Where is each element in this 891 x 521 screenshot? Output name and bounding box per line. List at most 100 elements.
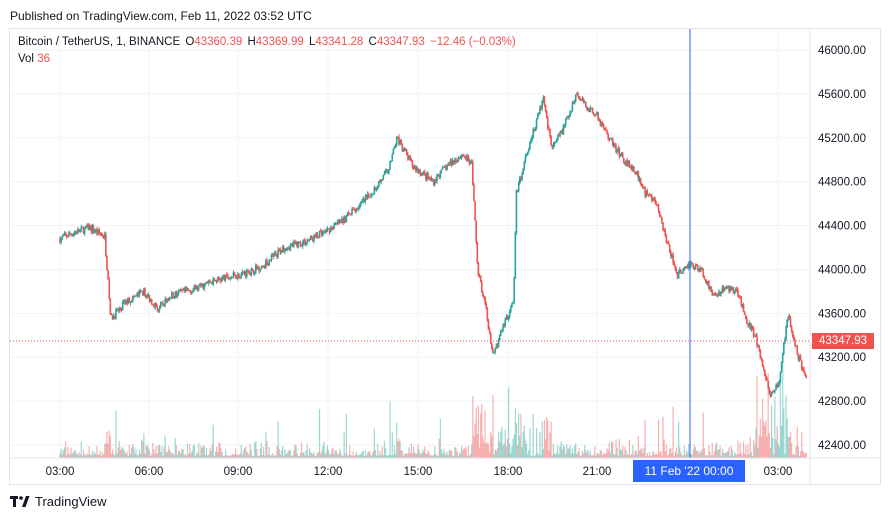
candle-body	[395, 136, 398, 146]
volume-bar	[621, 450, 623, 458]
candle-body	[299, 242, 302, 246]
candle-body	[610, 138, 613, 140]
candle-body	[149, 299, 152, 301]
candle-body	[400, 139, 403, 145]
volume-bar	[194, 455, 196, 458]
volume-bar	[675, 447, 678, 458]
volume-bar	[274, 454, 276, 458]
volume-bar	[418, 449, 420, 458]
candle-body	[691, 263, 693, 265]
price-tick-label: 46000.00	[818, 45, 866, 57]
candle-body	[199, 283, 201, 286]
candle-body	[222, 276, 225, 278]
candle-body	[110, 314, 113, 316]
volume-bar	[371, 454, 373, 458]
volume-bars	[59, 352, 807, 458]
candle-body	[252, 270, 255, 274]
volume-bar	[496, 447, 499, 458]
volume-bar	[594, 446, 596, 458]
candle-body	[563, 125, 566, 127]
candle-body	[774, 390, 776, 392]
candle-body	[453, 160, 455, 163]
candle-body	[559, 132, 561, 136]
volume-bar	[145, 445, 147, 458]
volume-bar	[348, 454, 350, 458]
volume-bar	[478, 447, 481, 458]
volume-bar	[745, 445, 747, 458]
candle-body	[308, 239, 311, 241]
volume-bar	[120, 446, 123, 458]
volume-bar	[500, 431, 502, 458]
volume-bar	[753, 439, 755, 458]
volume-bar	[400, 449, 402, 458]
volume-bar	[703, 448, 705, 458]
volume-bar	[655, 453, 657, 458]
volume-bar	[450, 450, 453, 458]
candle-body	[775, 384, 777, 391]
candle-body	[444, 166, 446, 168]
volume-bar	[341, 455, 343, 458]
symbol-label[interactable]: Bitcoin / TetherUS, 1, BINANCE	[18, 36, 181, 48]
candle-body	[195, 285, 198, 290]
candle-body	[740, 297, 743, 307]
candle-body	[804, 372, 806, 376]
volume-bar	[521, 446, 523, 458]
volume-bar	[152, 442, 154, 458]
candle-body	[233, 272, 236, 275]
volume-bar	[737, 440, 739, 458]
candle-body	[165, 298, 168, 302]
volume-bar	[69, 455, 71, 458]
volume-bar	[442, 453, 444, 458]
candle-body	[750, 326, 753, 330]
tradingview-brand[interactable]: TradingView	[10, 494, 107, 509]
candle-body	[737, 289, 739, 296]
candle-body	[135, 295, 137, 297]
volume-bar	[544, 439, 547, 458]
open-label: O	[185, 36, 195, 48]
volume-bar	[115, 410, 117, 458]
candle-body	[560, 130, 562, 133]
candle-body	[84, 225, 87, 228]
candle-body	[477, 262, 480, 276]
volume-bar	[131, 447, 133, 458]
candle-body	[367, 193, 370, 197]
volume-bar	[553, 453, 556, 458]
candle-body	[413, 166, 416, 168]
candle-body	[523, 162, 526, 169]
candle-body	[511, 303, 513, 308]
candle-body	[465, 156, 467, 161]
volume-bar	[216, 446, 218, 458]
candle-body	[80, 227, 83, 230]
overlay	[10, 29, 810, 458]
volume-bar	[710, 455, 712, 458]
volume-bar	[438, 438, 440, 458]
high-label: H	[247, 36, 256, 48]
candle-body	[743, 311, 746, 316]
volume-bar	[200, 445, 202, 458]
volume-bar	[708, 445, 710, 458]
last-price-badge: 43347.93	[812, 333, 874, 349]
volume-bar	[654, 455, 656, 458]
volume-bar	[464, 448, 466, 458]
volume-bar	[563, 446, 566, 458]
candle-body	[648, 194, 651, 196]
candle-body	[394, 145, 397, 147]
volume-bar	[674, 452, 676, 458]
candle-body	[538, 113, 540, 116]
volume-bar	[712, 455, 714, 458]
time-tick-label: 18:00	[494, 466, 523, 478]
candle-body	[686, 266, 689, 268]
candle-body	[241, 271, 244, 274]
candle-body	[125, 300, 127, 304]
volume-bar	[652, 450, 654, 458]
candle-body	[617, 148, 620, 151]
candle-body	[461, 154, 464, 156]
volume-bar	[256, 449, 258, 458]
volume-bar	[193, 444, 195, 458]
volume-bar	[85, 455, 87, 458]
volume-bar	[601, 455, 604, 458]
volume-label[interactable]: Vol	[18, 53, 34, 65]
volume-bar	[616, 448, 618, 458]
volume-bar	[382, 455, 384, 458]
